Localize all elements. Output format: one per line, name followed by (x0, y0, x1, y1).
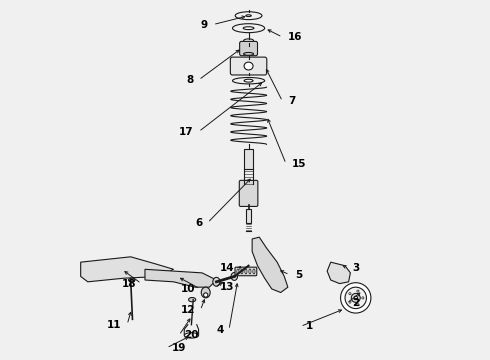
Text: 14: 14 (220, 262, 234, 273)
Ellipse shape (189, 297, 196, 302)
Text: 8: 8 (186, 75, 193, 85)
Text: 9: 9 (200, 19, 207, 30)
Text: 5: 5 (295, 270, 302, 280)
Text: 1: 1 (306, 321, 313, 332)
Text: 12: 12 (180, 305, 195, 315)
Ellipse shape (231, 273, 238, 280)
Ellipse shape (244, 53, 253, 55)
Ellipse shape (362, 297, 364, 299)
FancyBboxPatch shape (245, 149, 253, 169)
Text: 19: 19 (172, 343, 186, 353)
Polygon shape (327, 262, 350, 284)
Ellipse shape (203, 293, 208, 297)
Ellipse shape (345, 287, 367, 309)
Polygon shape (252, 237, 288, 293)
Ellipse shape (244, 79, 253, 82)
Ellipse shape (351, 293, 360, 302)
Ellipse shape (354, 296, 358, 300)
Text: 13: 13 (220, 282, 235, 292)
Text: 16: 16 (288, 32, 302, 42)
Ellipse shape (246, 15, 251, 17)
Text: 4: 4 (216, 325, 223, 335)
Ellipse shape (213, 277, 220, 286)
FancyBboxPatch shape (246, 208, 251, 223)
Ellipse shape (243, 27, 254, 30)
Ellipse shape (244, 62, 253, 70)
FancyBboxPatch shape (230, 57, 267, 75)
Ellipse shape (357, 303, 359, 306)
Text: 6: 6 (195, 218, 202, 228)
Ellipse shape (349, 301, 351, 303)
Text: 7: 7 (288, 96, 295, 107)
Polygon shape (81, 257, 173, 282)
Text: 20: 20 (184, 330, 199, 341)
FancyBboxPatch shape (239, 180, 258, 206)
Text: 2: 2 (352, 298, 360, 308)
Text: 11: 11 (107, 320, 122, 330)
FancyBboxPatch shape (235, 267, 257, 276)
Ellipse shape (357, 290, 359, 292)
Ellipse shape (201, 287, 210, 298)
Text: 3: 3 (352, 262, 360, 273)
FancyBboxPatch shape (240, 41, 258, 56)
Text: 15: 15 (292, 159, 306, 169)
Polygon shape (145, 269, 217, 287)
Ellipse shape (349, 293, 351, 295)
Ellipse shape (128, 278, 135, 282)
Text: 18: 18 (122, 279, 136, 289)
Text: 17: 17 (178, 127, 193, 137)
Ellipse shape (341, 283, 371, 313)
Text: 10: 10 (180, 284, 195, 294)
